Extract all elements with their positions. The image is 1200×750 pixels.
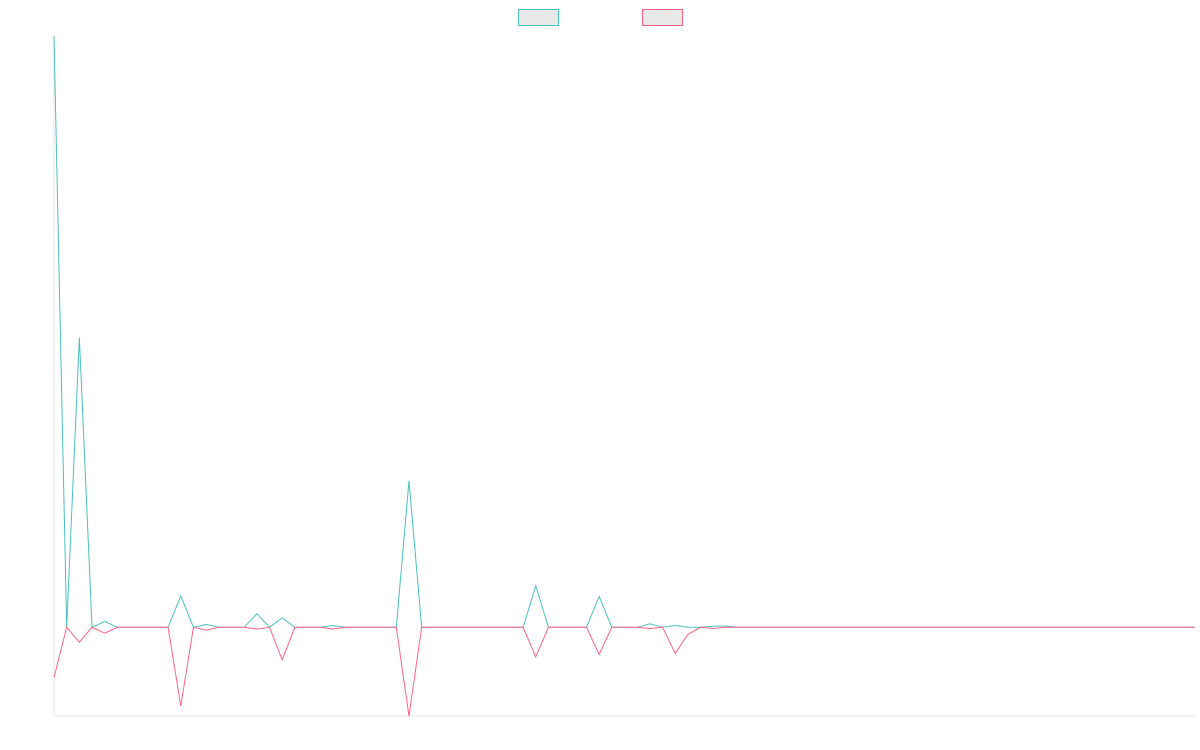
legend-swatch-2[interactable] — [642, 9, 683, 26]
legend-swatch-1[interactable] — [518, 9, 559, 26]
legend[interactable] — [518, 9, 683, 26]
series-layer — [53, 35, 1195, 717]
legend-item-2[interactable] — [642, 9, 683, 26]
series-line-2 — [53, 626, 1195, 717]
axes — [53, 36, 1195, 717]
legend-item-1[interactable] — [518, 9, 559, 26]
series-line-1 — [53, 35, 1195, 629]
